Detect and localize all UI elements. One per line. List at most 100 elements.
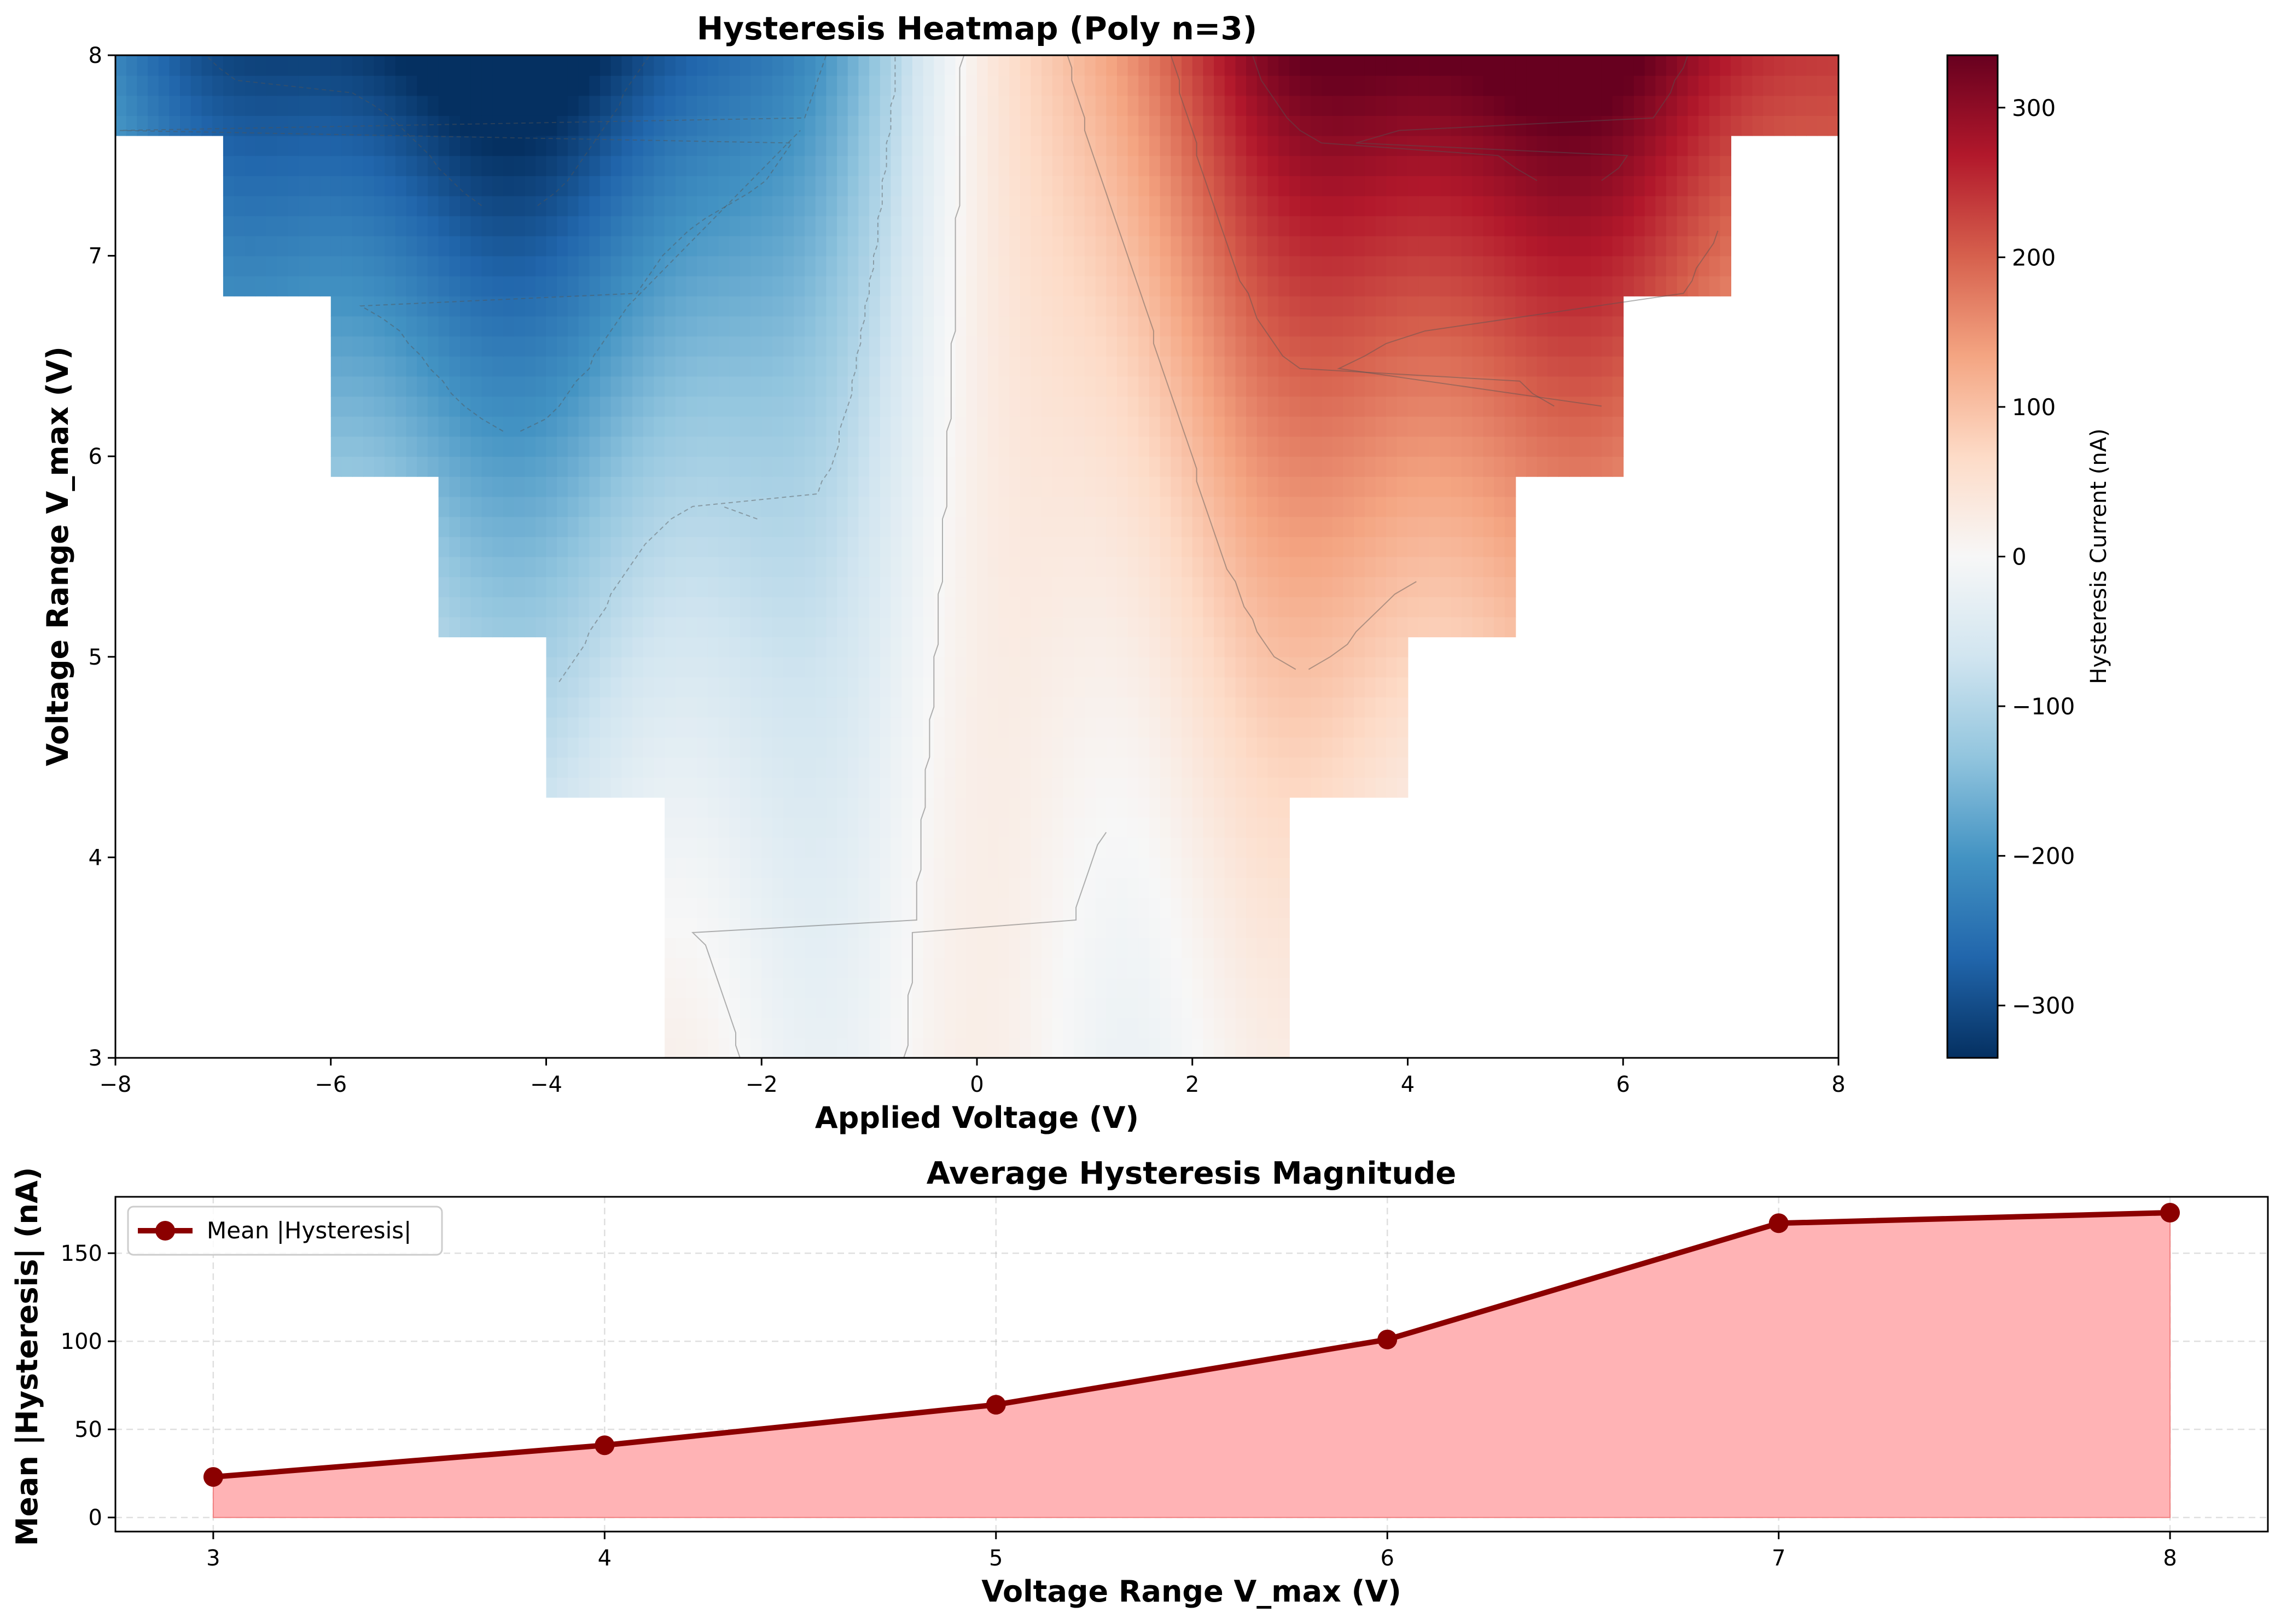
heatmap-cell (729, 496, 741, 517)
heatmap-cell (1364, 115, 1376, 136)
heatmap-cell (546, 697, 558, 718)
heatmap-cell (492, 115, 504, 136)
heatmap-cell (1472, 135, 1484, 156)
heatmap-cell (1106, 195, 1118, 217)
heatmap-cell (1322, 336, 1333, 357)
heatmap-cell (1020, 416, 1032, 437)
heatmap-cell (826, 135, 837, 156)
heatmap-cell (1171, 1038, 1182, 1058)
heatmap-cell (643, 176, 655, 196)
heatmap-cell (1386, 416, 1398, 437)
heatmap-cell (1343, 697, 1354, 718)
heatmap-cell (567, 516, 579, 537)
heatmap-cell (794, 255, 805, 277)
heatmap-cell (1214, 276, 1225, 296)
heatmap-cell (1031, 416, 1042, 437)
heatmap-cell (1041, 656, 1053, 678)
heatmap-cell (557, 396, 568, 417)
heatmap-cell (1235, 436, 1247, 457)
heatmap-cell (1074, 717, 1085, 738)
heatmap-cell (1171, 176, 1182, 196)
heatmap-cell (901, 436, 913, 457)
heatmap-cell (761, 797, 773, 818)
heatmap-cell (481, 616, 493, 638)
heatmap-cell (1322, 155, 1333, 176)
heatmap-cell (891, 456, 903, 477)
heatmap-cell (761, 1038, 773, 1058)
heatmap-cell (923, 1038, 935, 1058)
heatmap-cell (632, 376, 644, 397)
heatmap-cell (610, 717, 622, 738)
heatmap-cell (1235, 837, 1247, 858)
heatmap-cell (1322, 697, 1333, 718)
heatmap-cell (805, 797, 816, 818)
heatmap-cell (869, 577, 881, 597)
heatmap-cell (578, 777, 590, 798)
heatmap-cell (1655, 75, 1667, 96)
heatmap-cell (1214, 938, 1225, 958)
heatmap-cell (589, 316, 601, 337)
heatmap-cell (987, 235, 999, 257)
heatmap-cell (869, 135, 881, 156)
heatmap-cell (1214, 1017, 1225, 1039)
heatmap-cell (1504, 436, 1516, 457)
heatmap-cell (1138, 115, 1150, 136)
heatmap-cell (697, 516, 708, 537)
heatmap-cell (1214, 496, 1225, 517)
heatmap-cell (137, 55, 148, 76)
heatmap-cell (1116, 777, 1128, 798)
heatmap-cell (395, 316, 407, 337)
heatmap-cell (1267, 977, 1279, 998)
heatmap-cell (805, 596, 816, 618)
heatmap-cell (955, 1038, 967, 1058)
heatmap-cell (1106, 857, 1118, 878)
heatmap-cell (298, 276, 310, 296)
heatmap-cell (987, 977, 999, 998)
heatmap-cell (1741, 115, 1753, 136)
heatmap-cell (557, 757, 568, 778)
heatmap-cell (1256, 1038, 1268, 1058)
heatmap-cell (1031, 637, 1042, 657)
heatmap-cell (1074, 837, 1085, 858)
heatmap-cell (600, 436, 612, 457)
heatmap-cell (987, 396, 999, 417)
heatmap-cell (880, 155, 892, 176)
heatmap-cell (1192, 757, 1204, 778)
heatmap-cell (869, 476, 881, 497)
heatmap-cell (1300, 476, 1312, 497)
heatmap-cell (395, 456, 407, 477)
heatmap-cell (1354, 777, 1365, 798)
heatmap-cell (1095, 977, 1107, 998)
heatmap-cell (718, 276, 730, 296)
heatmap-cell (1171, 376, 1182, 397)
heatmap-cell (761, 957, 773, 979)
heatmap-cell (535, 336, 547, 357)
heatmap-cell (1364, 396, 1376, 417)
heatmap-cell (1386, 456, 1398, 477)
heatmap-cell (1698, 75, 1710, 96)
heatmap-cell (1515, 436, 1527, 457)
heatmap-cell (567, 195, 579, 217)
heatmap-cell (1300, 396, 1312, 417)
heatmap-cell (1041, 637, 1053, 657)
heatmap-cell (1332, 195, 1344, 217)
heatmap-cell (1203, 737, 1214, 758)
heatmap-cell (535, 316, 547, 337)
heatmap-cell (729, 135, 741, 156)
heatmap-cell (912, 75, 924, 96)
heatmap-cell (1547, 95, 1559, 116)
heatmap-cell (1418, 396, 1430, 417)
heatmap-cell (1256, 356, 1268, 377)
heatmap-cell (955, 1017, 967, 1039)
heatmap-cell (1537, 436, 1549, 457)
heatmap-cell (955, 396, 967, 417)
heatmap-cell (514, 596, 525, 618)
heatmap-cell (750, 255, 763, 277)
heatmap-cell (1278, 95, 1290, 116)
heatmap-cell (665, 416, 676, 437)
heatmap-cell (1591, 356, 1602, 377)
heatmap-cell (1171, 677, 1182, 698)
heatmap-cell (621, 336, 633, 357)
heatmap-cell (847, 255, 859, 277)
heatmap-cell (449, 456, 461, 477)
